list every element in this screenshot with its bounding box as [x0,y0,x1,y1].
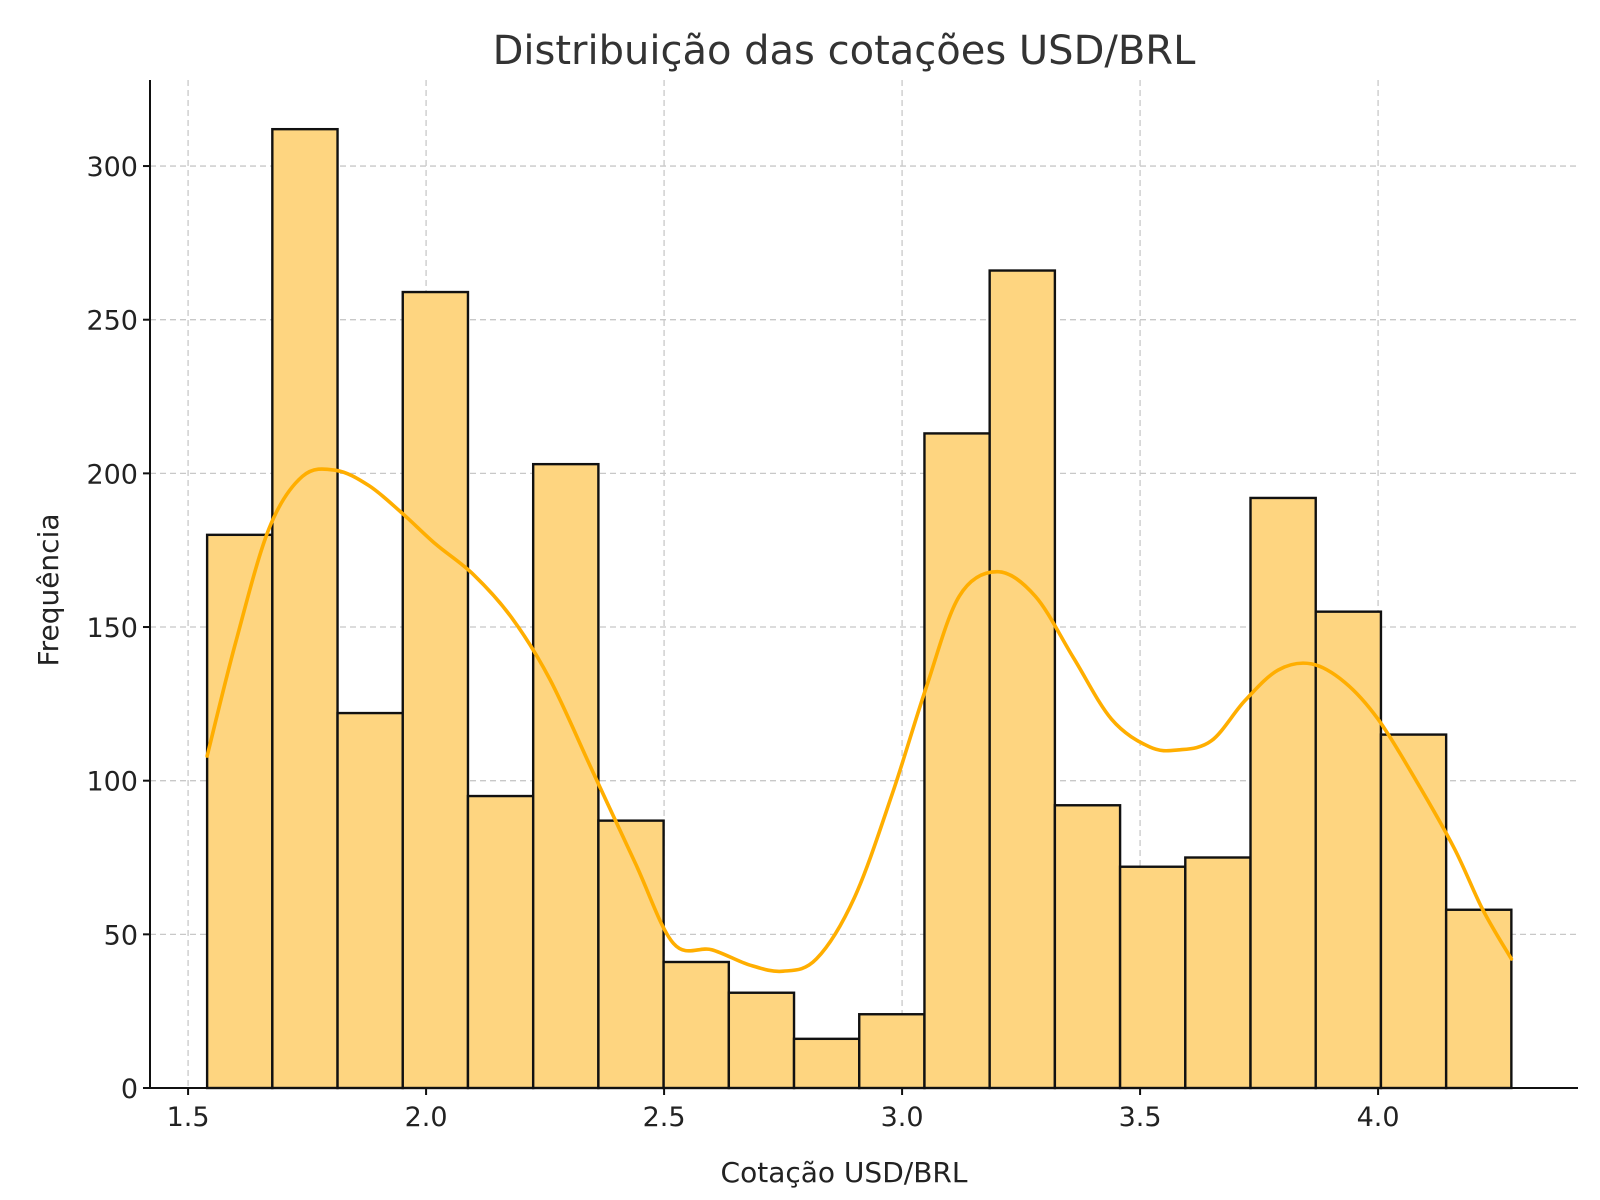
histogram-bar [1444,908,1513,1090]
histogram-bar [466,794,535,1090]
histogram-bars [205,127,1513,1090]
y-tick-label: 200 [86,459,138,490]
y-tick-label: 250 [86,306,138,337]
x-axis-label: Cotação USD/BRL [721,1156,968,1189]
histogram-bar [792,1037,861,1090]
histogram-bar [858,1013,926,1090]
histogram-bar [727,991,796,1090]
histogram-bar [597,819,665,1090]
x-tick-label: 4.0 [1357,1102,1400,1133]
chart-title: Distribuição das cotações USD/BRL [493,28,1196,74]
histogram-bar [1184,856,1252,1090]
histogram-bar [1379,733,1448,1090]
histogram-bar [1118,865,1187,1090]
y-tick-label: 100 [86,767,138,798]
histogram-bar [205,533,274,1090]
histogram-bar [988,269,1057,1090]
y-tick-label: 0 [121,1074,138,1105]
histogram-bar [271,127,339,1090]
kde-curve-group [205,467,1514,974]
x-tick-label: 1.5 [167,1102,210,1133]
x-tick-label: 3.0 [881,1102,924,1133]
y-tick-label: 150 [86,613,138,644]
histogram-bar [401,290,470,1090]
histogram-bar [1053,804,1122,1090]
tick-labels: 1.5 2.0 2.5 3.0 3.5 4.0 0 50 100 150 200 250 300 [86,152,1399,1133]
histogram-bar [336,711,404,1090]
x-tick-label: 3.5 [1119,1102,1162,1133]
kde-curve [205,467,1514,974]
x-tick-label: 2.5 [643,1102,686,1133]
histogram-bar [1249,496,1317,1090]
y-axis-label: Frequência [32,513,65,666]
y-tick-label: 300 [86,152,138,183]
y-tick-label: 50 [104,920,138,951]
histogram-bar [923,432,991,1090]
histogram-bar [662,960,731,1090]
histogram-bar [531,462,600,1090]
axes [143,80,1578,1095]
x-tick-label: 2.0 [405,1102,448,1133]
histogram-bar [1314,610,1383,1090]
